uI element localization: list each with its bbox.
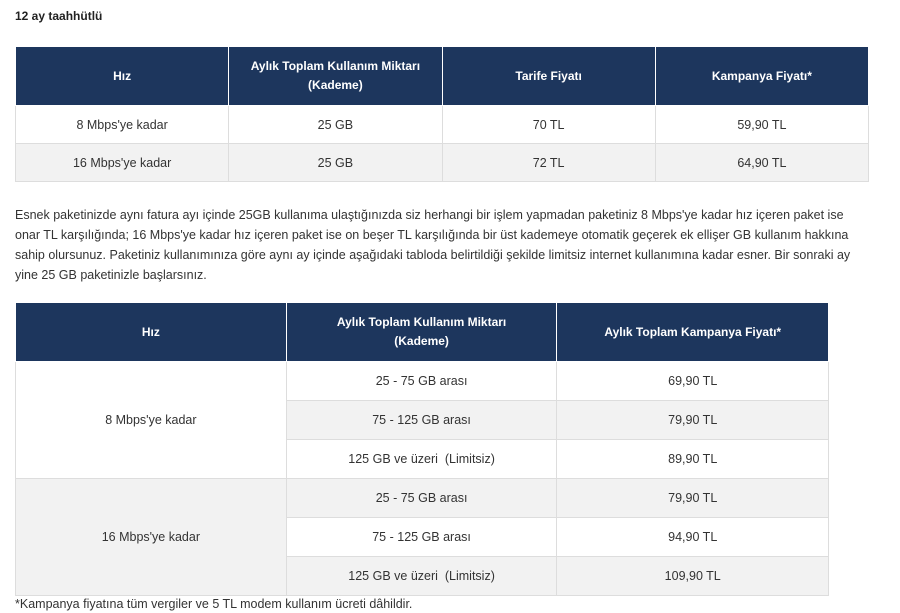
description-paragraph: Esnek paketinizde aynı fatura ayı içinde…: [15, 208, 851, 282]
table-row: 125 GB ve üzeri (Limitsiz) 109,90 TL: [16, 556, 829, 596]
price-cell: 109,90 TL: [556, 556, 829, 596]
table-row: 75 - 125 GB arası 94,90 TL: [16, 517, 829, 557]
table-row: 16 Mbps'ye kadar 25 GB 72 TL 64,90 TL: [14, 143, 870, 182]
speed-cell: 16 Mbps'ye kadar: [14, 143, 230, 182]
tier-pricing-table: Hız Aylık Toplam Kullanım Miktarı (Kadem…: [15, 302, 829, 596]
campaign-price-cell: 64,90 TL: [654, 143, 870, 182]
table-row: 75 - 125 GB arası 79,90 TL: [16, 400, 829, 440]
price-cell: 79,90 TL: [556, 400, 829, 440]
footnote: *Kampanya fiyatına tüm vergiler ve 5 TL …: [15, 597, 413, 611]
header-tariff-price: Tarife Fiyatı: [441, 46, 656, 106]
campaign-price-cell: 59,90 TL: [654, 105, 870, 144]
header-usage: Aylık Toplam Kullanım Miktarı (Kademe): [285, 302, 558, 362]
speed-cell: 8 Mbps'ye kadar: [14, 105, 230, 144]
price-cell: 89,90 TL: [556, 439, 829, 479]
header-usage-text: Aylık Toplam Kullanım Miktarı (Kademe): [250, 59, 421, 92]
header-usage: Aylık Toplam Kullanım Miktarı (Kademe): [228, 46, 443, 106]
header-monthly-campaign-price: Aylık Toplam Kampanya Fiyatı*: [556, 302, 829, 362]
tariff-price-cell: 70 TL: [441, 105, 656, 144]
usage-cell: 25 GB: [228, 143, 443, 182]
price-cell: 79,90 TL: [556, 478, 829, 518]
usage-tier-cell: 125 GB ve üzeri (Limitsiz): [285, 439, 558, 479]
header-speed: Hız: [14, 46, 230, 106]
usage-tier-cell: 25 - 75 GB arası: [285, 478, 558, 518]
tariff-price-cell: 72 TL: [441, 143, 656, 182]
table-row: 8 Mbps'ye kadar 25 - 75 GB arası 69,90 T…: [15, 361, 829, 479]
table-row: 8 Mbps'ye kadar 25 GB 70 TL 59,90 TL: [14, 105, 870, 144]
header-speed: Hız: [15, 302, 287, 362]
table-header-row: Hız Aylık Toplam Kullanım Miktarı (Kadem…: [15, 302, 829, 362]
page-heading: 12 ay taahhütlü: [15, 9, 103, 23]
usage-tier-cell: 75 - 125 GB arası: [285, 400, 558, 440]
pricing-table: Hız Aylık Toplam Kullanım Miktarı (Kadem…: [14, 46, 870, 182]
table-header-row: Hız Aylık Toplam Kullanım Miktarı (Kadem…: [14, 46, 870, 106]
speed-group-cell: 8 Mbps'ye kadar: [15, 361, 287, 479]
header-usage-text: Aylık Toplam Kullanım Miktarı (Kademe): [336, 315, 507, 348]
usage-tier-cell: 25 - 75 GB arası: [285, 361, 558, 401]
header-campaign-price: Kampanya Fiyatı*: [654, 46, 870, 106]
price-cell: 94,90 TL: [556, 517, 829, 557]
usage-cell: 25 GB: [228, 105, 443, 144]
usage-tier-cell: 75 - 125 GB arası: [285, 517, 558, 557]
speed-group-cell: 16 Mbps'ye kadar: [15, 478, 287, 596]
table-row: 16 Mbps'ye kadar 25 - 75 GB arası 79,90 …: [15, 478, 829, 596]
usage-tier-cell: 125 GB ve üzeri (Limitsiz): [285, 556, 558, 596]
price-cell: 69,90 TL: [556, 361, 829, 401]
